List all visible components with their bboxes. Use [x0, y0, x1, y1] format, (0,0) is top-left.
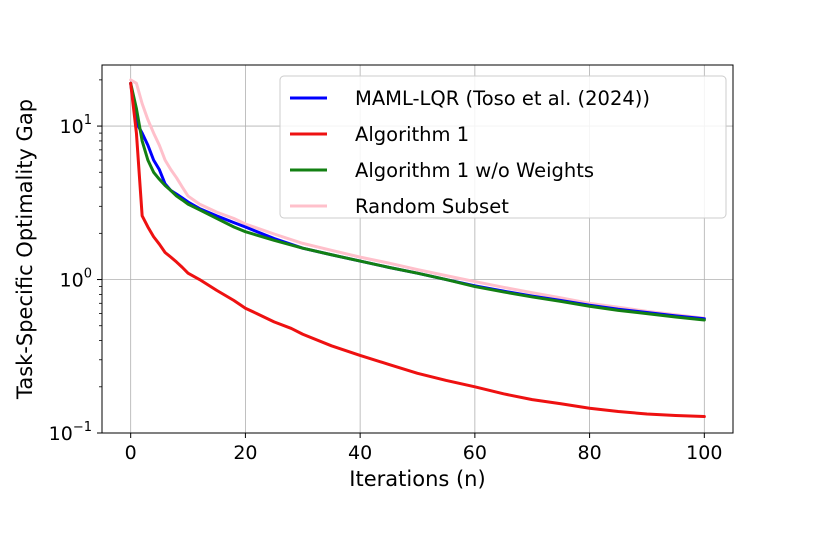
- y-tick-label: 101: [60, 113, 92, 138]
- y-tick-exponent: −1: [73, 420, 92, 435]
- x-tick-label: 20: [233, 442, 257, 464]
- y-axis-label: Task-Specific Optimality Gap: [13, 99, 37, 400]
- legend-label-random-subset: Random Subset: [355, 195, 509, 218]
- x-tick-label: 60: [463, 442, 487, 464]
- legend-box: [279, 75, 727, 219]
- x-tick-label: 0: [125, 442, 137, 464]
- y-tick-exponent: 1: [84, 113, 92, 128]
- x-axis-label: Iterations (n): [349, 467, 485, 491]
- series-line-algorithm-1: [129, 81, 706, 419]
- plot-lines: [129, 78, 706, 419]
- legend: MAML-LQR (Toso et al. (2024)) Algorithm …: [279, 75, 727, 219]
- legend-entry-random-subset: Random Subset: [290, 195, 509, 218]
- legend-entry-algorithm-1-no-weights: Algorithm 1 w/o Weights: [290, 159, 594, 182]
- legend-entry-maml-lqr: MAML-LQR (Toso et al. (2024)): [290, 87, 650, 110]
- y-tick-exponent: 0: [84, 267, 92, 282]
- legend-label-algorithm-1: Algorithm 1: [355, 123, 469, 146]
- plot-frame: [101, 64, 734, 434]
- y-tick-label: 100: [60, 267, 92, 292]
- y-tick-base: 10: [60, 116, 84, 138]
- x-tick-label: 40: [348, 442, 372, 464]
- legend-label-maml-lqr: MAML-LQR (Toso et al. (2024)): [355, 87, 650, 110]
- x-tick-label: 80: [577, 442, 601, 464]
- legend-label-algorithm-1-no-weights: Algorithm 1 w/o Weights: [355, 159, 594, 182]
- legend-entry-algorithm-1: Algorithm 1: [290, 123, 469, 146]
- y-tick-base: 10: [49, 423, 73, 445]
- y-tick-base: 10: [60, 270, 84, 292]
- series-line-random-subset: [129, 78, 706, 320]
- y-tick-label: 10−1: [49, 420, 92, 445]
- x-tick-label: 100: [686, 442, 722, 464]
- series-line-algorithm-1-no-weights: [129, 81, 706, 322]
